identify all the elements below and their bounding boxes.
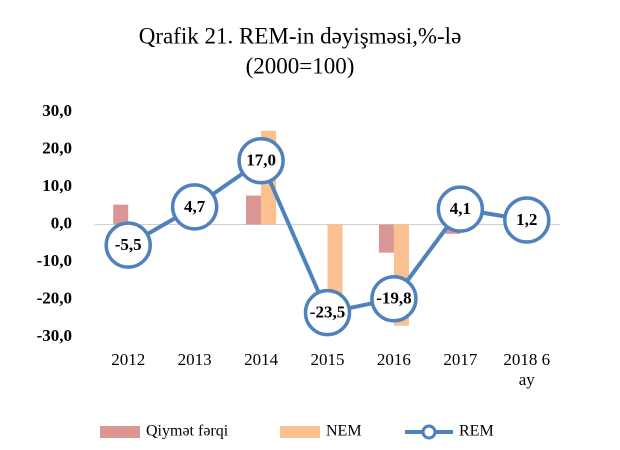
marker [503,196,551,244]
data-label: 4,7 [184,197,206,216]
data-label: -23,5 [310,303,345,322]
y-tick-label: 30,0 [42,101,72,120]
marker [436,185,485,233]
data-label: -19,8 [376,289,411,308]
y-tick-label: -30,0 [37,326,72,345]
x-tick-label: 2014 [244,350,279,369]
data-label: 17,0 [246,151,276,170]
legend-swatch [100,426,140,438]
legend-label: REM [459,423,494,440]
legend-label: Qiymət fərqi [146,423,229,440]
x-tick-label: 2017 [443,350,478,369]
bar [378,224,394,253]
marker [237,137,285,185]
marker [370,275,418,323]
legend-swatch [280,426,320,438]
chart-title: Qrafik 21. REM-in dəyişməsi,%-lə [139,23,462,48]
bar [113,204,129,225]
marker [170,183,219,231]
x-tick-label: 2018 6 ay [503,350,551,389]
y-tick-label: 0,0 [51,213,72,232]
x-tick-label: 2012 [111,350,146,369]
y-tick-label: 10,0 [42,176,72,195]
y-tick-label: -20,0 [37,288,72,307]
marker [104,221,152,269]
x-tick-label: 2013 [177,350,212,369]
y-tick-label: -10,0 [37,251,72,270]
x-tick-label: 2016 [376,350,411,369]
x-tick-label: 2015 [310,350,345,369]
bar [246,195,262,225]
data-label: -5,5 [115,235,142,254]
legend-swatch [421,424,437,440]
marker [303,288,352,337]
legend-label: NEM [326,423,362,440]
data-label: 1,2 [516,210,537,229]
data-label: 4,1 [450,199,471,218]
y-tick-label: 20,0 [42,138,72,157]
chart-subtitle: (2000=100) [246,53,355,78]
